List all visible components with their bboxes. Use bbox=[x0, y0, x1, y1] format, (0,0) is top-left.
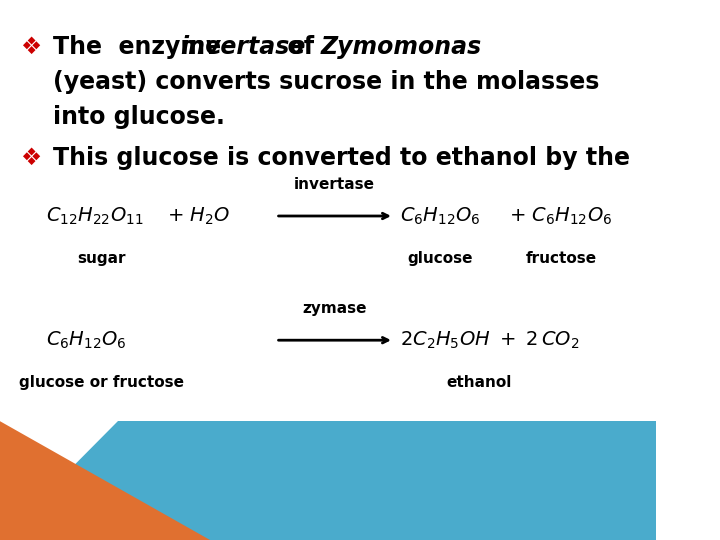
Text: glucose or fructose: glucose or fructose bbox=[19, 375, 184, 390]
Text: Zymomonas: Zymomonas bbox=[320, 35, 482, 59]
Text: $+\ C_{6}H_{12}O_{6}$: $+\ C_{6}H_{12}O_{6}$ bbox=[508, 205, 612, 227]
Text: $C_{6}H_{12}O_{6}$: $C_{6}H_{12}O_{6}$ bbox=[46, 329, 127, 351]
Text: $2C_{2}H_{5}OH\ +\ 2\,CO_{2}$: $2C_{2}H_{5}OH\ +\ 2\,CO_{2}$ bbox=[400, 329, 580, 351]
Text: The  enzyme: The enzyme bbox=[53, 35, 229, 59]
Text: ❖: ❖ bbox=[19, 35, 41, 59]
Text: $+\ H_{2}O$: $+\ H_{2}O$ bbox=[167, 205, 230, 227]
Text: glucose: glucose bbox=[407, 251, 472, 266]
Text: $C_{6}H_{12}O_{6}$: $C_{6}H_{12}O_{6}$ bbox=[400, 205, 481, 227]
Polygon shape bbox=[0, 421, 657, 540]
Text: ethanol: ethanol bbox=[446, 375, 512, 390]
Text: of: of bbox=[271, 35, 330, 59]
Text: ❖: ❖ bbox=[19, 146, 41, 170]
Text: zymase: zymase bbox=[302, 301, 367, 316]
Text: into glucose.: into glucose. bbox=[53, 105, 225, 129]
Text: sugar: sugar bbox=[78, 251, 126, 266]
Text: This glucose is converted to ethanol by the: This glucose is converted to ethanol by … bbox=[53, 146, 629, 170]
Polygon shape bbox=[118, 421, 657, 540]
Text: fructose: fructose bbox=[526, 251, 597, 266]
Text: $C_{12}H_{22}O_{11}$: $C_{12}H_{22}O_{11}$ bbox=[46, 205, 143, 227]
Polygon shape bbox=[0, 421, 210, 540]
Text: invertase: invertase bbox=[294, 177, 375, 192]
Text: (yeast) converts sucrose in the molasses: (yeast) converts sucrose in the molasses bbox=[53, 70, 599, 94]
Text: invertase: invertase bbox=[181, 35, 306, 59]
